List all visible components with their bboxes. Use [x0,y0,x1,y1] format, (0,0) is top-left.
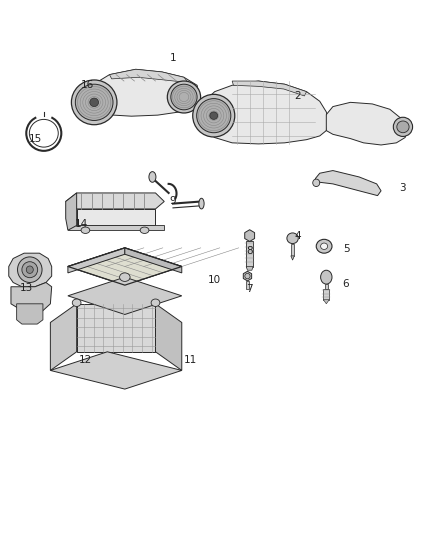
Ellipse shape [210,112,218,119]
Text: 8: 8 [246,246,253,255]
Ellipse shape [120,273,130,281]
Text: 6: 6 [343,279,350,288]
Text: 12: 12 [79,355,92,365]
Text: 10: 10 [208,276,221,285]
Polygon shape [68,225,164,230]
Ellipse shape [193,94,235,137]
Polygon shape [246,281,249,289]
Polygon shape [66,193,77,230]
Polygon shape [68,248,125,273]
Ellipse shape [397,121,409,133]
Ellipse shape [72,299,81,306]
Ellipse shape [26,266,33,273]
Text: 13: 13 [20,283,33,293]
Polygon shape [246,266,253,270]
Polygon shape [125,248,182,273]
Polygon shape [326,102,407,145]
Polygon shape [245,230,254,241]
Ellipse shape [149,172,156,182]
Text: 9: 9 [170,196,177,206]
Ellipse shape [140,227,149,233]
Polygon shape [9,253,52,287]
Text: 11: 11 [184,355,197,365]
Text: 7: 7 [246,284,253,294]
Ellipse shape [321,243,328,249]
Polygon shape [66,193,164,209]
Text: 4: 4 [294,231,301,240]
Ellipse shape [197,99,231,133]
Ellipse shape [171,84,197,110]
Text: 1: 1 [170,53,177,62]
Polygon shape [77,304,155,352]
Polygon shape [83,69,199,116]
Polygon shape [68,277,182,314]
Polygon shape [291,256,294,260]
Ellipse shape [313,179,320,187]
Ellipse shape [316,239,332,253]
Ellipse shape [321,270,332,284]
Polygon shape [77,209,155,225]
Polygon shape [325,284,328,289]
Polygon shape [246,241,253,266]
Ellipse shape [71,80,117,125]
Polygon shape [155,304,182,370]
Polygon shape [68,248,182,285]
Polygon shape [50,304,77,370]
Ellipse shape [287,233,298,244]
Polygon shape [291,244,294,256]
Polygon shape [243,271,252,281]
Ellipse shape [393,117,413,136]
Text: 3: 3 [399,183,406,192]
Text: 2: 2 [294,91,301,101]
Polygon shape [50,352,182,389]
Ellipse shape [151,299,160,306]
Polygon shape [232,81,307,96]
Text: 15: 15 [29,134,42,143]
Text: 5: 5 [343,244,350,254]
Polygon shape [323,289,329,300]
Ellipse shape [22,262,38,278]
Polygon shape [110,69,188,83]
Ellipse shape [18,257,42,282]
Polygon shape [11,282,52,312]
Polygon shape [323,300,329,304]
Polygon shape [201,81,328,144]
Ellipse shape [199,198,204,209]
Polygon shape [315,171,381,196]
Ellipse shape [75,84,113,120]
Text: 14: 14 [74,219,88,229]
Text: 16: 16 [81,80,94,90]
Polygon shape [68,248,182,285]
Polygon shape [17,304,43,324]
Ellipse shape [81,227,90,233]
Ellipse shape [90,98,99,107]
Ellipse shape [167,81,201,113]
